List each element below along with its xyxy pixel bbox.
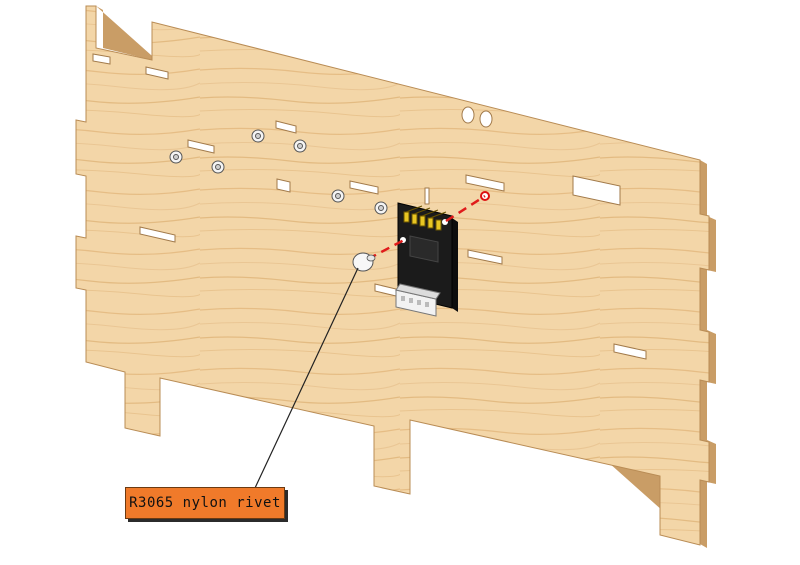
module-connector-top xyxy=(395,283,441,300)
slot-center-c xyxy=(349,180,379,195)
callout-leader xyxy=(254,267,359,489)
slot-small-square xyxy=(276,178,291,193)
rivet-mounted-4 xyxy=(293,139,307,153)
slot-far-right xyxy=(613,343,647,360)
rivet-mounted-5 xyxy=(331,189,345,203)
panel-slots xyxy=(92,53,647,360)
slot-right-b xyxy=(467,249,503,265)
rivet-mounted-2 xyxy=(211,160,225,174)
connector-pins xyxy=(401,296,429,307)
rivet-mounted-1 xyxy=(169,150,183,164)
rivet-mounted-6 xyxy=(374,201,388,215)
callout-label: R3065 nylon rivet xyxy=(129,495,281,511)
module-chip xyxy=(409,235,439,263)
module-board-side xyxy=(452,218,458,312)
nylon-rivet xyxy=(352,252,376,272)
pin-header xyxy=(403,205,447,231)
slot-left-mid xyxy=(139,226,176,243)
slot-center-a xyxy=(187,139,215,154)
panel-tab xyxy=(424,187,430,205)
slot-center-b xyxy=(275,120,297,134)
panel-face xyxy=(75,5,710,546)
rivet-mounted-3 xyxy=(251,129,265,143)
guide-line-top xyxy=(445,194,486,223)
callout-label-box: R3065 nylon rivet xyxy=(125,487,285,519)
slot-top-left-a xyxy=(92,53,111,65)
mounted-rivets xyxy=(169,129,388,215)
slot-right-a xyxy=(465,174,505,192)
slot-rect-window xyxy=(572,175,621,206)
slot-top-left-b xyxy=(145,66,169,80)
hole-top-b xyxy=(479,110,493,128)
hole-top-a xyxy=(461,106,475,124)
sensor-module xyxy=(395,202,458,317)
wooden-panel xyxy=(75,5,716,548)
panel-holes xyxy=(461,106,493,128)
